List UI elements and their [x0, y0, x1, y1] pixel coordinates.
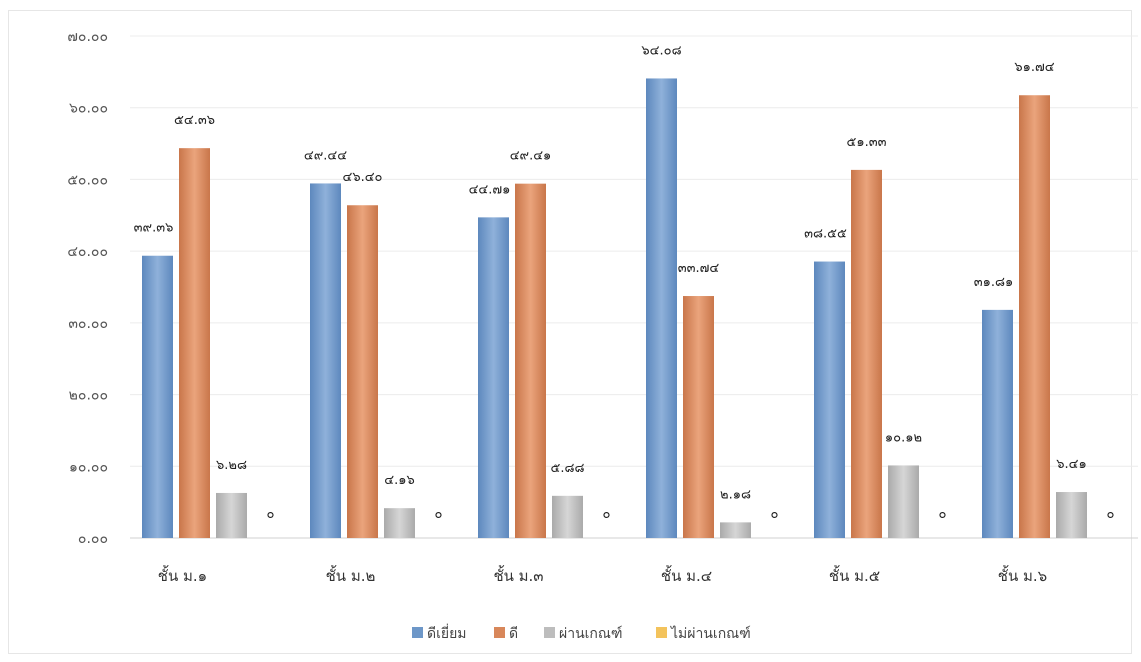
bar-2-6 — [1019, 95, 1050, 539]
data-label: ๑๐.๑๒ — [885, 430, 922, 445]
category-label: ชั้น ม.๕ — [829, 565, 880, 585]
bar-2-1 — [179, 148, 210, 539]
data-label: ๖.๒๘ — [216, 458, 247, 473]
x-axis: ชั้น ม.๑ ชั้น ม.๒ ชั้น ม.๓ ชั้น ม.๔ ชั้น ม.๕… — [158, 565, 1047, 585]
data-label: ๔๙.๔๔ — [304, 148, 347, 163]
category-label: ชั้น ม.๖ — [998, 565, 1047, 585]
y-tick-label: ๕๐.๐๐ — [67, 172, 108, 188]
data-label: ๐ — [939, 507, 947, 522]
bar-3-1 — [216, 492, 247, 538]
data-label: ๔๙.๔๑ — [510, 149, 552, 164]
data-label: ๔.๑๖ — [384, 473, 414, 488]
bars — [142, 78, 1087, 539]
bar-1-3 — [478, 217, 509, 539]
legend-label: ดี — [509, 626, 518, 642]
y-tick-label: ๒๐.๐๐ — [69, 388, 108, 404]
data-label: ๓๘.๕๕ — [804, 227, 847, 242]
category-label: ชั้น ม.๑ — [158, 565, 207, 585]
category-label: ชั้น ม.๔ — [661, 565, 712, 585]
data-label: ๒.๑๘ — [720, 487, 751, 502]
y-tick-label: ๓๐.๐๐ — [68, 316, 108, 332]
gridlines — [130, 35, 1138, 539]
data-label: ๕.๘๘ — [550, 461, 584, 476]
bar-3-4 — [720, 522, 751, 538]
legend-label: ดีเยี่ยม — [427, 624, 467, 642]
data-label: ๐ — [771, 507, 779, 522]
legend-label: ผ่านเกณฑ์ — [559, 625, 623, 642]
legend-swatch — [656, 627, 667, 638]
bar-3-3 — [552, 495, 583, 538]
legend-swatch — [544, 627, 555, 638]
bar-3-2 — [384, 508, 415, 538]
data-label: ๐ — [267, 507, 275, 522]
data-label: ๖๑.๗๔ — [1014, 60, 1054, 75]
category-label: ชั้น ม.๓ — [493, 565, 543, 585]
data-label: ๔๔.๗๑ — [469, 182, 511, 197]
bar-1-6 — [982, 309, 1013, 538]
y-axis: ๐.๐๐ ๑๐.๐๐ ๒๐.๐๐ ๓๐.๐๐ ๔๐.๐๐ ๕๐.๐๐ ๖๐.๐๐ ๗๐.๐๐ — [67, 29, 108, 547]
data-label: ๓๑.๘๑ — [974, 275, 1014, 290]
data-label: ๕๔.๓๖ — [174, 113, 215, 128]
bar-3-5 — [888, 465, 919, 538]
legend: ดีเยี่ยม ดี ผ่านเกณฑ์ ไม่ผ่านเกณฑ์ — [412, 624, 751, 642]
bar-2-3 — [515, 183, 546, 538]
data-label: ๕๑.๓๓ — [847, 135, 887, 150]
data-label: ๓๓.๗๔ — [678, 261, 720, 276]
legend-label: ไม่ผ่านเกณฑ์ — [670, 625, 751, 642]
bar-1-4 — [646, 78, 677, 538]
y-tick-label: ๑๐.๐๐ — [69, 459, 108, 475]
bar-2-2 — [347, 205, 378, 538]
data-label: ๐ — [603, 507, 611, 522]
bar-1-5 — [814, 261, 845, 538]
data-label: ๓๙.๓๖ — [134, 221, 174, 236]
bar-3-6 — [1056, 492, 1087, 538]
y-tick-label: ๗๐.๐๐ — [67, 29, 108, 45]
bar-1-2 — [310, 183, 341, 538]
bar-1-1 — [142, 255, 173, 538]
bar-2-5 — [851, 169, 882, 538]
data-label: ๐ — [1107, 507, 1115, 522]
data-label: ๖๔.๐๘ — [641, 43, 681, 58]
legend-swatch — [494, 627, 505, 638]
bar-2-4 — [683, 296, 714, 538]
data-label: ๔๖.๔๐ — [343, 170, 383, 185]
legend-swatch — [412, 627, 423, 638]
y-tick-label: ๔๐.๐๐ — [67, 244, 108, 260]
category-label: ชั้น ม.๒ — [326, 565, 376, 585]
data-label: ๐ — [435, 507, 443, 522]
data-label: ๖.๔๑ — [1056, 457, 1086, 472]
y-tick-label: ๐.๐๐ — [78, 531, 108, 547]
y-tick-label: ๖๐.๐๐ — [69, 101, 108, 117]
